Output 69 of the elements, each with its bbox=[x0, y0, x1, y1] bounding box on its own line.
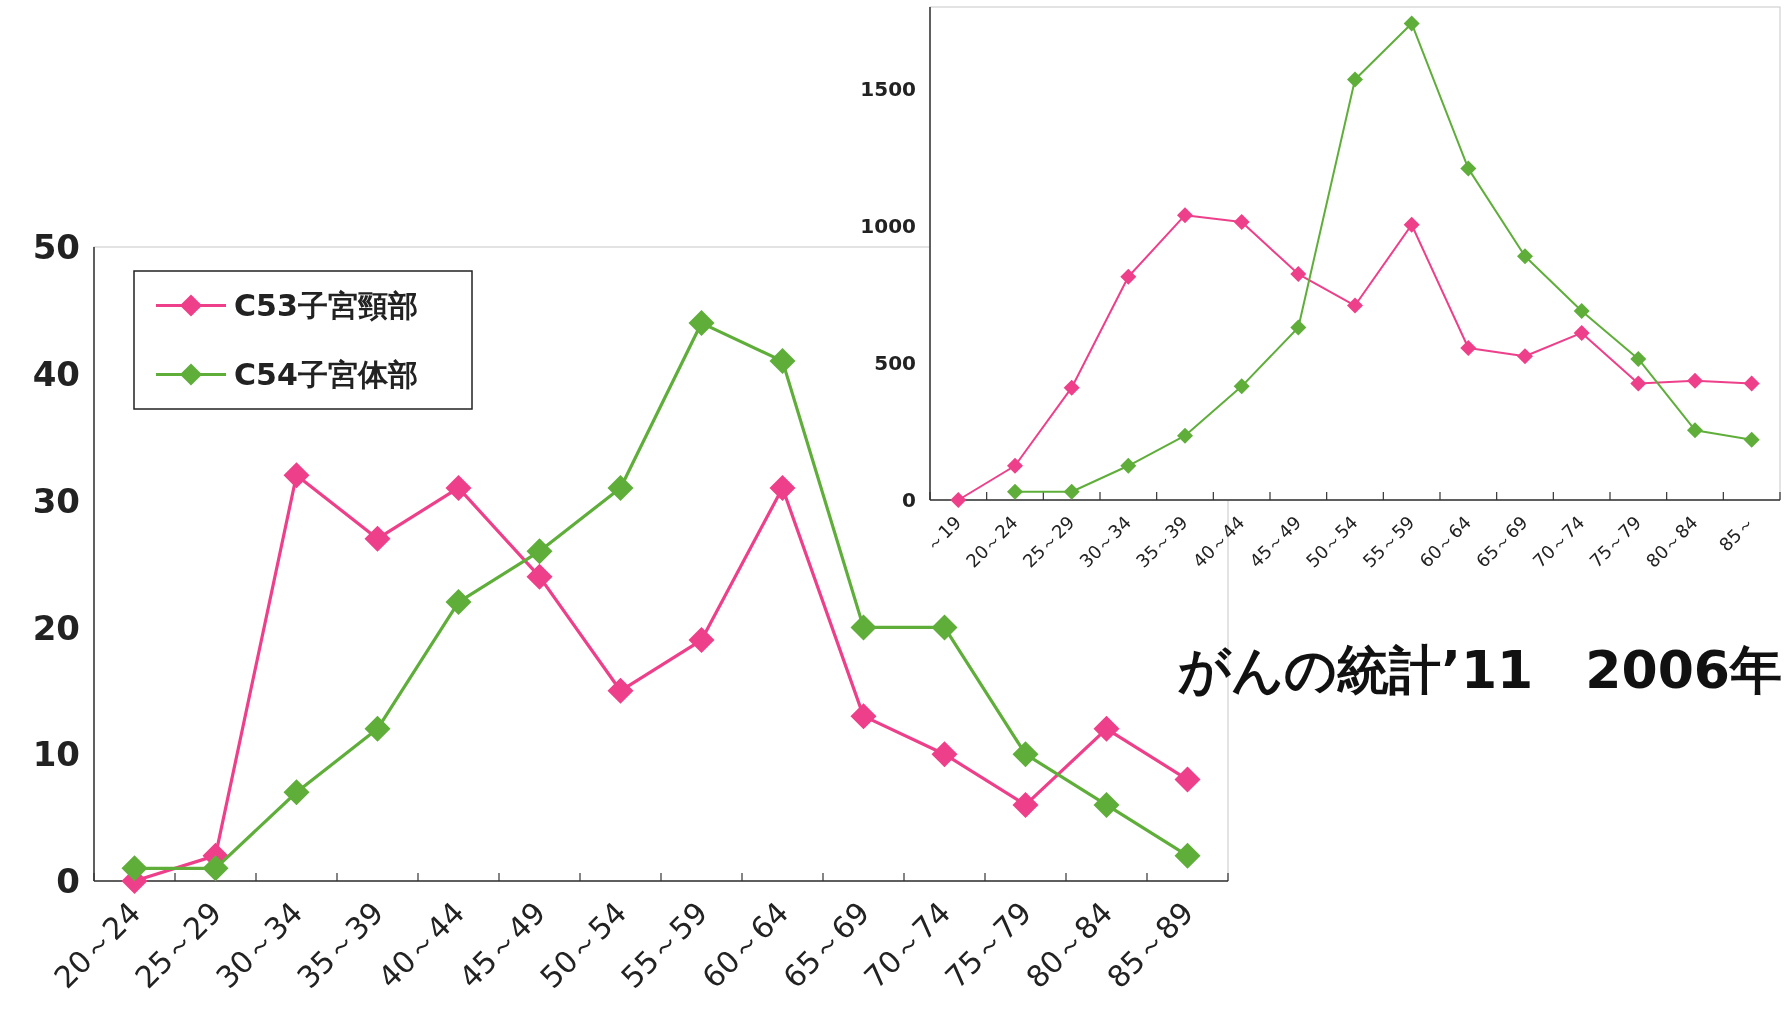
point bbox=[1120, 457, 1137, 474]
point bbox=[1093, 791, 1120, 818]
point bbox=[526, 563, 553, 590]
point bbox=[1120, 268, 1137, 285]
point bbox=[1743, 375, 1760, 392]
point bbox=[1460, 339, 1477, 356]
point bbox=[1743, 431, 1760, 448]
point bbox=[688, 310, 715, 337]
point bbox=[1007, 483, 1023, 500]
y-tick-label: 0 bbox=[56, 861, 80, 902]
point bbox=[850, 614, 877, 641]
point bbox=[1347, 71, 1363, 88]
y-tick-label: 20 bbox=[32, 607, 80, 648]
point bbox=[1177, 427, 1193, 444]
point bbox=[1630, 350, 1647, 367]
legend-label: C54子宮体部 bbox=[234, 357, 418, 393]
point bbox=[1403, 216, 1420, 233]
point bbox=[931, 741, 958, 768]
point bbox=[1007, 457, 1023, 474]
point bbox=[1012, 741, 1039, 768]
point bbox=[1517, 348, 1533, 365]
point bbox=[1174, 766, 1201, 793]
point bbox=[607, 474, 634, 501]
point bbox=[769, 474, 796, 501]
point bbox=[769, 348, 796, 375]
y-tick-label: 0 bbox=[902, 488, 916, 513]
point bbox=[850, 703, 877, 730]
point bbox=[1233, 214, 1250, 230]
point bbox=[1233, 378, 1250, 395]
point bbox=[364, 715, 391, 742]
point bbox=[1403, 15, 1420, 32]
point bbox=[526, 538, 553, 565]
point bbox=[283, 462, 310, 489]
point bbox=[1630, 375, 1647, 392]
annotation: がんの統計’11 2006年 bbox=[1178, 640, 1782, 700]
point bbox=[1290, 319, 1307, 336]
y-tick-label: 50 bbox=[32, 227, 80, 268]
point bbox=[121, 855, 148, 882]
y-tick-label: 500 bbox=[874, 351, 916, 376]
point bbox=[1460, 160, 1477, 177]
point bbox=[1093, 715, 1120, 742]
y-tick-label: 30 bbox=[32, 480, 80, 521]
x-tick-label: 85～ bbox=[1714, 511, 1759, 556]
point bbox=[1012, 791, 1039, 818]
point bbox=[364, 525, 391, 552]
y-tick-label: 1500 bbox=[860, 77, 916, 102]
point bbox=[283, 779, 310, 806]
legend-label: C53子宮頸部 bbox=[234, 288, 418, 324]
point bbox=[607, 677, 634, 704]
point bbox=[1290, 266, 1307, 283]
point bbox=[1063, 379, 1080, 396]
point bbox=[688, 627, 715, 654]
y-tick-label: 10 bbox=[32, 734, 80, 775]
point bbox=[1517, 248, 1533, 265]
point bbox=[445, 474, 472, 501]
point bbox=[445, 589, 472, 616]
point bbox=[931, 614, 958, 641]
point bbox=[950, 492, 967, 508]
point bbox=[1063, 483, 1080, 500]
point bbox=[1347, 297, 1363, 314]
point bbox=[1174, 842, 1201, 869]
point bbox=[1573, 324, 1590, 341]
point bbox=[1573, 303, 1590, 320]
y-tick-label: 40 bbox=[32, 354, 80, 395]
point bbox=[202, 855, 229, 882]
point bbox=[1687, 372, 1703, 389]
point bbox=[1177, 207, 1193, 224]
point bbox=[1687, 422, 1703, 439]
y-tick-label: 1000 bbox=[860, 214, 916, 239]
